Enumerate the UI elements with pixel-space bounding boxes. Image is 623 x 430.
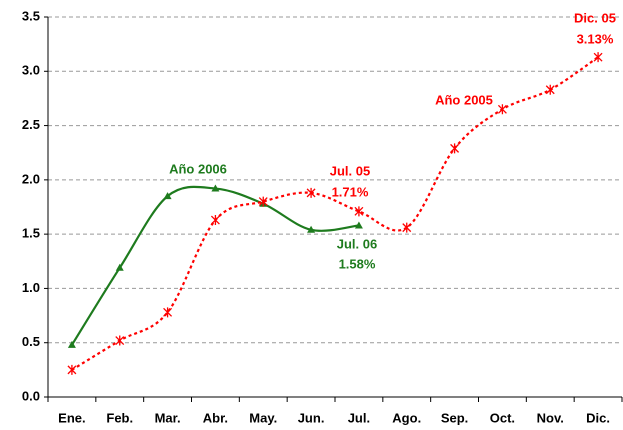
y-tick-label: 2.5	[22, 117, 40, 132]
marker	[163, 307, 173, 318]
y-tick-label: 3.5	[22, 8, 40, 23]
marker	[402, 222, 412, 233]
y-tick-label: 0.5	[22, 334, 40, 349]
x-tick-label: Jul.	[348, 410, 370, 425]
marker	[67, 364, 77, 375]
x-tick-label: Ago.	[392, 410, 421, 425]
marker	[67, 340, 76, 348]
series-line	[70, 185, 360, 346]
marker	[450, 143, 460, 154]
y-tick-label: 1.5	[22, 226, 40, 241]
marker	[258, 196, 268, 207]
annotation: 3.13%	[577, 31, 614, 46]
marker	[163, 192, 172, 200]
marker	[306, 187, 316, 198]
x-tick-label: Nov.	[537, 410, 564, 425]
x-tick-label: Feb.	[106, 410, 133, 425]
x-tick-label: Dic.	[586, 410, 610, 425]
series-label: Año 2005	[435, 92, 493, 107]
x-tick-label: Mar.	[155, 410, 181, 425]
annotation: Dic. 05	[574, 10, 616, 25]
x-tick-label: May.	[249, 410, 277, 425]
y-tick-label: 0.0	[22, 388, 40, 403]
annotation: 1.58%	[339, 256, 376, 271]
marker	[497, 104, 507, 115]
marker	[593, 52, 603, 63]
marker	[210, 215, 220, 226]
marker	[354, 221, 363, 229]
marker	[307, 225, 316, 233]
marker	[545, 84, 555, 95]
x-tick-label: Ene.	[58, 410, 85, 425]
x-tick-label: Abr.	[203, 410, 228, 425]
marker	[115, 335, 125, 346]
x-tick-label: Sep.	[441, 410, 468, 425]
series-label: Año 2006	[169, 161, 227, 176]
y-tick-label: 2.0	[22, 171, 40, 186]
marker	[115, 263, 124, 271]
annotation: Jul. 05	[330, 163, 370, 178]
marker	[354, 206, 364, 217]
annotation: 1.71%	[332, 184, 369, 199]
annotation: Jul. 06	[337, 236, 377, 251]
x-tick-label: Jun.	[298, 410, 325, 425]
y-tick-label: 3.0	[22, 63, 40, 78]
y-tick-label: 1.0	[22, 280, 40, 295]
series-line	[71, 56, 599, 371]
x-tick-label: Oct.	[490, 410, 515, 425]
marker	[211, 184, 220, 192]
